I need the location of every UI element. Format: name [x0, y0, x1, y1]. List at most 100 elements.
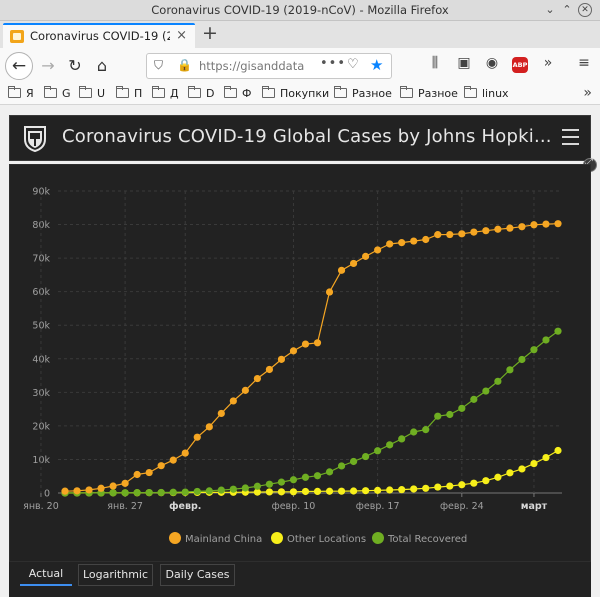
page-actions-icon[interactable]: ••• — [320, 56, 347, 71]
x-tick-label: янв. 27 — [107, 501, 143, 512]
y-tick-label: 10k — [32, 455, 50, 466]
adblock-icon[interactable]: ABP — [512, 57, 528, 73]
account-icon[interactable]: ◉ — [485, 55, 499, 71]
data-point — [542, 453, 550, 462]
data-point — [470, 479, 478, 487]
data-point — [458, 404, 466, 412]
x-tick-label: февр. 17 — [356, 501, 400, 512]
shield-icon[interactable]: ⛉ — [154, 58, 164, 72]
data-point — [349, 487, 358, 495]
y-tick-label: 50k — [32, 321, 50, 332]
data-point — [458, 481, 466, 489]
data-point — [470, 228, 478, 236]
tab-close-icon[interactable]: × — [176, 28, 187, 43]
data-point — [386, 240, 394, 248]
close-window-icon[interactable]: ✕ — [578, 3, 592, 17]
data-point — [157, 488, 165, 497]
data-point — [410, 485, 418, 493]
data-point — [374, 447, 382, 455]
data-point — [289, 476, 298, 484]
favicon-icon — [10, 30, 24, 43]
data-point — [325, 487, 334, 495]
bookmark-folder[interactable]: U — [79, 86, 105, 102]
legend-label: Other Locations — [287, 534, 366, 545]
folder-icon — [464, 86, 477, 98]
data-point — [482, 227, 490, 235]
bookmark-folder[interactable]: linux — [464, 86, 509, 102]
forward-button[interactable]: → — [41, 56, 55, 75]
data-point — [494, 377, 502, 385]
data-point — [217, 486, 225, 494]
bookmark-folder[interactable]: Ф — [224, 86, 251, 102]
reload-button[interactable]: ↻ — [68, 56, 82, 75]
bookmark-folder[interactable]: Д — [152, 86, 179, 102]
data-point — [133, 470, 141, 479]
data-point — [217, 409, 225, 418]
tab-daily-cases[interactable]: Daily Cases — [160, 564, 235, 586]
hamburger-menu-icon[interactable] — [562, 129, 579, 145]
lock-icon[interactable]: 🔒 — [177, 58, 192, 72]
data-point — [265, 365, 274, 374]
bookmark-folder[interactable]: Разное — [334, 86, 392, 102]
data-point — [398, 435, 406, 443]
data-point — [277, 488, 286, 496]
bookmark-folder[interactable]: G — [44, 86, 71, 102]
data-point — [482, 477, 490, 485]
library-icon[interactable]: ⫼ — [431, 55, 439, 71]
data-point — [169, 488, 177, 496]
menu-icon[interactable]: ≡ — [578, 55, 590, 71]
sidebar-icon[interactable]: ▣ — [457, 55, 471, 71]
data-point — [446, 410, 454, 419]
jhu-logo — [24, 126, 46, 153]
data-point — [422, 426, 430, 434]
pocket-icon[interactable]: ♡ — [347, 57, 359, 72]
data-point — [229, 397, 237, 405]
folder-icon — [79, 86, 92, 98]
browser-tab[interactable]: Coronavirus COVID-19 (2019 × — [3, 23, 195, 48]
data-point — [109, 482, 117, 490]
bookmarks-overflow-icon[interactable]: » — [583, 85, 592, 101]
data-point — [386, 486, 394, 494]
folder-icon — [224, 86, 237, 98]
data-point — [530, 346, 538, 354]
tab-strip: Coronavirus COVID-19 (2019 × + — [0, 21, 600, 48]
data-point — [289, 347, 298, 355]
folder-icon — [116, 86, 129, 98]
bookmark-folder[interactable]: D — [188, 86, 214, 102]
chart-tab-bar: Actual Logarithmic Daily Cases — [9, 562, 591, 597]
data-point — [422, 484, 430, 492]
tab-actual[interactable]: Actual — [20, 564, 72, 586]
data-point — [398, 239, 406, 247]
data-point — [554, 220, 562, 228]
data-point — [109, 489, 117, 497]
back-button[interactable]: ← — [5, 52, 33, 80]
legend-label: Mainland China — [185, 534, 262, 545]
bookmark-folder[interactable]: Я — [8, 86, 34, 102]
data-point — [470, 395, 478, 403]
bookmark-folder[interactable]: Разное — [400, 86, 458, 102]
data-point — [313, 472, 322, 480]
data-point — [362, 452, 370, 461]
bookmark-folder[interactable]: П — [116, 86, 142, 102]
overflow-icon[interactable]: » — [543, 55, 553, 71]
url-text[interactable]: https://gisanddata — [199, 59, 305, 73]
window-title: Coronavirus COVID-19 (2019-nCoV) - Mozil… — [151, 3, 449, 17]
folder-icon — [152, 86, 165, 98]
data-point — [398, 486, 406, 494]
data-point — [349, 457, 358, 466]
data-point — [193, 433, 201, 441]
bookmark-folder[interactable]: Покупки — [262, 86, 329, 102]
maximize-icon[interactable]: ⌃ — [562, 3, 572, 16]
url-bar[interactable]: ⛉ 🔒 https://gisanddata ••• ♡ ★ — [146, 53, 392, 79]
data-point — [253, 374, 261, 383]
home-button[interactable]: ⌂ — [96, 56, 108, 75]
tab-logarithmic[interactable]: Logarithmic — [78, 564, 153, 586]
data-point — [145, 468, 153, 477]
new-tab-button[interactable]: + — [202, 22, 218, 44]
bookmark-star-icon[interactable]: ★ — [370, 56, 384, 74]
data-point — [145, 488, 153, 497]
data-point — [337, 266, 346, 274]
folder-icon — [188, 86, 201, 98]
minimize-icon[interactable]: ⌄ — [545, 3, 555, 16]
